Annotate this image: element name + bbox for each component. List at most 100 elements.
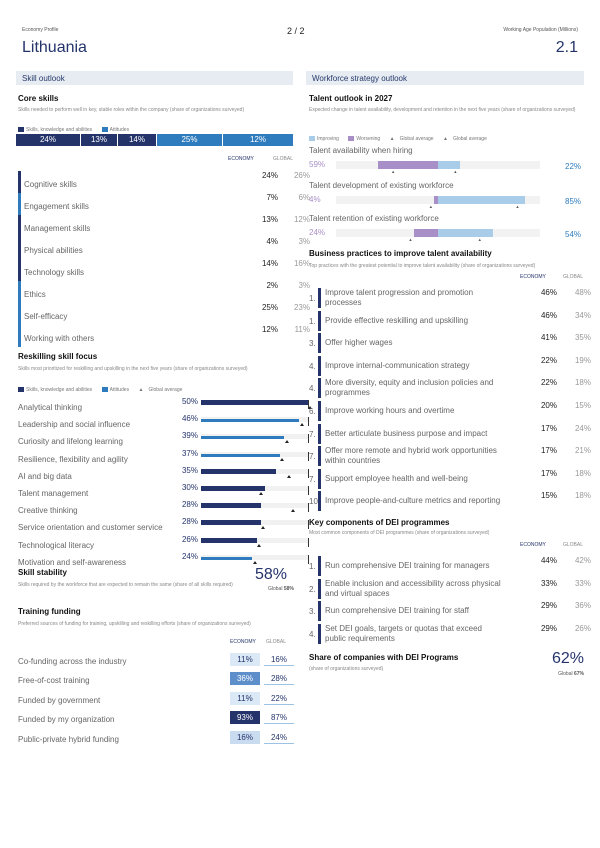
funding-row-economy: 93% xyxy=(230,711,260,725)
funding-row-name: Funded by my organization xyxy=(18,715,115,725)
talent-row-name: Talent availability when hiring xyxy=(309,146,413,155)
focus-row: Creative thinking 28% xyxy=(18,500,309,520)
dei-row: 2. Enable inclusion and accessibility acr… xyxy=(309,578,591,601)
dei-row-bar xyxy=(318,601,321,622)
dei-row-bar xyxy=(318,578,321,599)
stability-global-label: Global xyxy=(268,586,283,592)
focus-row-name: Resilience, flexibility and agility xyxy=(18,454,128,464)
practice-row-rank: 1. xyxy=(309,294,316,303)
practice-row-global: 18% xyxy=(574,491,591,501)
talent-row-improving-bar xyxy=(438,196,525,204)
focus-row-value: 26% xyxy=(181,534,198,544)
funding-row-economy: 11% xyxy=(230,653,260,666)
practice-row-bar xyxy=(318,333,321,354)
core-col-economy: ECONOMY xyxy=(228,156,254,162)
focus-row-endline xyxy=(308,486,309,495)
practice-row: 7. Offer more remote and hybrid work oppo… xyxy=(309,446,591,468)
focus-row-bar xyxy=(201,400,308,405)
focus-row-bar xyxy=(201,537,257,543)
focus-row: Analytical thinking 50% xyxy=(18,397,313,417)
dei-row-rank: 1. xyxy=(309,562,316,571)
core-row-name: Working with others xyxy=(24,334,95,343)
focus-row-value: 35% xyxy=(181,465,198,475)
focus-row-value: 50% xyxy=(181,397,198,406)
funding-row: Public-private hybrid funding 16% 24% xyxy=(18,730,298,749)
focus-row-endline xyxy=(308,537,309,547)
practice-row-name: Offer higher wages xyxy=(325,338,393,348)
funding-row-name: Free-of-cost training xyxy=(18,676,90,686)
focus-row-bar xyxy=(201,453,281,457)
practice-row-name: Improve talent progression and promotion… xyxy=(325,288,474,307)
talent-legend: Improving Worsening ▲ Global average ▲ Glo… xyxy=(309,130,492,148)
dei-row-name: Enable inclusion and accessibility acros… xyxy=(325,578,501,598)
dei-row-economy: 29% xyxy=(540,623,557,633)
funding-title: Training funding xyxy=(18,607,81,616)
practice-row-rank: 10. xyxy=(309,497,321,507)
practice-row-bar xyxy=(318,423,321,444)
practice-row-global: 48% xyxy=(574,288,591,297)
dei-share-value: 62% xyxy=(551,650,584,667)
practice-row-bar xyxy=(318,468,321,489)
talent-row-track: ▲ ▲ xyxy=(336,161,540,174)
practice-row-global: 34% xyxy=(574,310,591,320)
practice-row: 4. Improve internal-communication strateg… xyxy=(309,355,591,378)
strip-management: 13% xyxy=(81,134,118,146)
core-row-name: Engagement skills xyxy=(24,202,89,211)
focus-row-global-marker xyxy=(258,492,263,495)
focus-row-track xyxy=(201,417,309,427)
header-right: Working Age Population (Millions) xyxy=(503,27,578,33)
strip-self-efficacy: 25% xyxy=(157,134,223,146)
core-row-global: 12% xyxy=(293,215,310,224)
funding-desc: Preferred sources of funding for trainin… xyxy=(18,621,251,627)
page-number: 2 / 2 xyxy=(287,26,305,36)
skill-outlook-title: Skill outlook xyxy=(22,74,65,83)
core-row: Physical abilities 4% 3% xyxy=(18,237,310,259)
talent-row-global-improving-marker: ▲ xyxy=(453,169,458,174)
core-row-name: Cognitive skills xyxy=(24,180,77,189)
practice-row-economy: 17% xyxy=(540,446,557,456)
talent-row-improving: 54% xyxy=(565,230,582,239)
core-row: Management skills 13% 12% xyxy=(18,215,310,237)
triangle-icon: ▲ xyxy=(138,386,144,393)
focus-row-endline xyxy=(308,400,309,409)
focus-row-global-marker xyxy=(284,440,289,444)
country-title: Lithuania xyxy=(22,39,87,56)
core-row-name: Self-efficacy xyxy=(24,312,68,321)
focus-row-endline xyxy=(308,434,309,444)
practice-row-bar xyxy=(318,355,321,376)
focus-row-endline xyxy=(308,417,309,427)
practice-row-name: Provide effective reskilling and upskill… xyxy=(325,315,469,325)
practice-row-rank: 6. xyxy=(309,407,316,416)
practice-row-global: 24% xyxy=(574,423,591,433)
practice-row-name: Offer more remote and hybrid work opport… xyxy=(325,446,497,466)
core-row-global: 3% xyxy=(298,237,310,246)
focus-row-global-marker xyxy=(299,423,304,427)
funding-row-global: 24% xyxy=(264,731,294,744)
header-left: Economy Profile xyxy=(22,27,59,33)
dei-row-economy: 33% xyxy=(540,578,557,588)
talent-row-global-improving-marker: ▲ xyxy=(515,204,520,209)
talent-row-track: ▲ ▲ xyxy=(336,229,540,242)
funding-row: Co-funding across the industry 11% 16% xyxy=(18,653,298,671)
practice-row-global: 15% xyxy=(574,401,591,410)
practice-row-economy: 17% xyxy=(540,423,557,433)
talent-row-name: Talent development of existing workforce xyxy=(309,181,454,190)
legend-att-swatch xyxy=(101,387,108,393)
practice-row-bar xyxy=(318,288,321,308)
focus-row-track xyxy=(201,451,309,461)
core-row-global: 11% xyxy=(294,325,310,334)
talent-row-improving: 85% xyxy=(565,197,582,206)
legend-global-label: Global average xyxy=(148,386,183,393)
dei-row-name: Set DEI goals, targets or quotas that ex… xyxy=(325,623,482,643)
practice-row-bar xyxy=(318,491,321,512)
practice-row-economy: 20% xyxy=(540,401,557,410)
practices-col-economy: ECONOMY xyxy=(520,274,546,280)
funding-col-economy: ECONOMY xyxy=(230,639,256,645)
core-skills-desc: Skills needed to perform well in key, st… xyxy=(18,107,245,113)
strip-working-with-others: 12% xyxy=(223,134,293,146)
practice-row: 4. More diversity, equity and inclusion p… xyxy=(309,378,591,400)
focus-row-endline xyxy=(308,451,309,461)
practice-row-name: Improve internal-communication strategy xyxy=(325,360,470,370)
core-skills-title: Core skills xyxy=(18,94,59,103)
focus-row-value: 37% xyxy=(181,448,198,458)
